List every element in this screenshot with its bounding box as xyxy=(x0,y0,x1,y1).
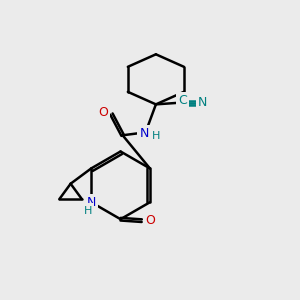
Text: N: N xyxy=(198,96,207,110)
Text: N: N xyxy=(140,127,149,140)
Text: H: H xyxy=(152,131,160,141)
Text: H: H xyxy=(83,206,92,215)
Text: C: C xyxy=(178,94,187,107)
Text: O: O xyxy=(145,214,155,227)
Text: N: N xyxy=(86,196,96,209)
Text: O: O xyxy=(98,106,108,119)
